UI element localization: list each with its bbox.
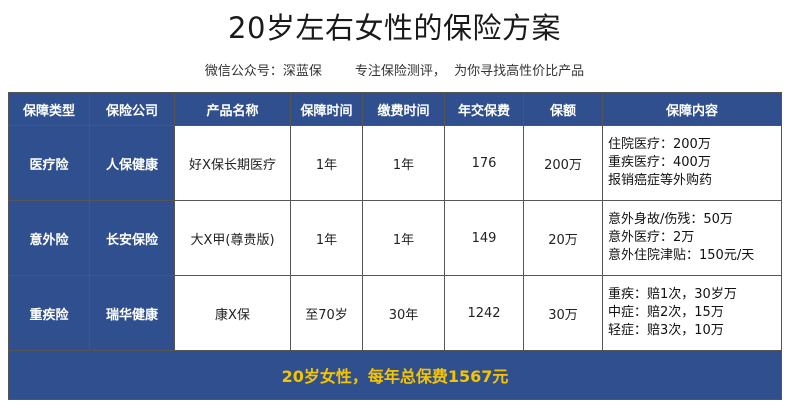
product-cell: 好X保长期医疗 <box>174 125 291 201</box>
detail-line: 意外医疗：2万 <box>608 230 695 245</box>
annual-premium-cell: 149 <box>444 200 524 276</box>
type-cell: 意外险 <box>8 200 90 276</box>
company-cell: 瑞华健康 <box>89 275 175 351</box>
sum-insured-cell: 30万 <box>523 275 603 351</box>
column-header-type: 保障类型 <box>8 92 90 126</box>
company-cell: 人保健康 <box>89 125 175 201</box>
detail-line: 意外身故/伤残：50万 <box>608 212 733 227</box>
detail-line: 住院医疗：200万 <box>608 137 711 152</box>
detail-line: 报销癌症等外购药 <box>608 173 713 188</box>
detail-line: 重疾：赔1次，30岁万 <box>608 287 737 302</box>
table-header-row: 保障类型 保险公司 产品名称 保障时间 缴费时间 年交保费 保额 保障内容 <box>8 92 782 126</box>
column-header-details: 保障内容 <box>602 92 782 126</box>
summary-row: 20岁女性，每年总保费1567元 <box>8 350 782 400</box>
detail-line: 中症：赔2次，15万 <box>608 305 724 320</box>
detail-line: 重疾医疗：400万 <box>608 155 711 170</box>
company-cell: 长安保险 <box>89 200 175 276</box>
column-header-product: 产品名称 <box>174 92 291 126</box>
table-row: 医疗险 人保健康 好X保长期医疗 1年 1年 176 200万 住院医疗：200… <box>8 125 782 201</box>
subtitle: 微信公众号：深蓝保 专注保险测评， 为你寻找高性价比产品 <box>0 62 789 82</box>
details-cell: 住院医疗：200万 重疾医疗：400万 报销癌症等外购药 <box>602 125 782 201</box>
column-header-coverage-period: 保障时间 <box>290 92 363 126</box>
column-header-sum-insured: 保额 <box>523 92 603 126</box>
sum-insured-cell: 20万 <box>523 200 603 276</box>
annual-premium-cell: 1242 <box>444 275 524 351</box>
type-cell: 医疗险 <box>8 125 90 201</box>
column-header-company: 保险公司 <box>89 92 175 126</box>
insurance-plan-table: 保障类型 保险公司 产品名称 保障时间 缴费时间 年交保费 保额 保障内容 医疗… <box>8 92 782 400</box>
total-premium-summary: 20岁女性，每年总保费1567元 <box>8 350 782 400</box>
column-header-payment-period: 缴费时间 <box>362 92 445 126</box>
table-row: 意外险 长安保险 大X甲(尊贵版) 1年 1年 149 20万 意外身故/伤残：… <box>8 200 782 276</box>
page-title: 20岁左右女性的保险方案 <box>228 11 561 45</box>
detail-line: 意外住院津贴：150元/天 <box>608 248 755 263</box>
payment-period-cell: 30年 <box>362 275 445 351</box>
payment-period-cell: 1年 <box>362 125 445 201</box>
coverage-period-cell: 至70岁 <box>290 275 363 351</box>
product-cell: 康X保 <box>174 275 291 351</box>
details-cell: 重疾：赔1次，30岁万 中症：赔2次，15万 轻症：赔3次，10万 <box>602 275 782 351</box>
payment-period-cell: 1年 <box>362 200 445 276</box>
annual-premium-cell: 176 <box>444 125 524 201</box>
details-cell: 意外身故/伤残：50万 意外医疗：2万 意外住院津贴：150元/天 <box>602 200 782 276</box>
coverage-period-cell: 1年 <box>290 200 363 276</box>
column-header-annual-premium: 年交保费 <box>444 92 524 126</box>
subtitle-wechat: 微信公众号：深蓝保 <box>204 64 322 79</box>
type-cell: 重疾险 <box>8 275 90 351</box>
sum-insured-cell: 200万 <box>523 125 603 201</box>
table-row: 重疾险 瑞华健康 康X保 至70岁 30年 1242 30万 重疾：赔1次，30… <box>8 275 782 351</box>
subtitle-tagline: 专注保险测评， 为你寻找高性价比产品 <box>354 64 585 79</box>
product-cell: 大X甲(尊贵版) <box>174 200 291 276</box>
coverage-period-cell: 1年 <box>290 125 363 201</box>
detail-line: 轻症：赔3次，10万 <box>608 323 724 338</box>
